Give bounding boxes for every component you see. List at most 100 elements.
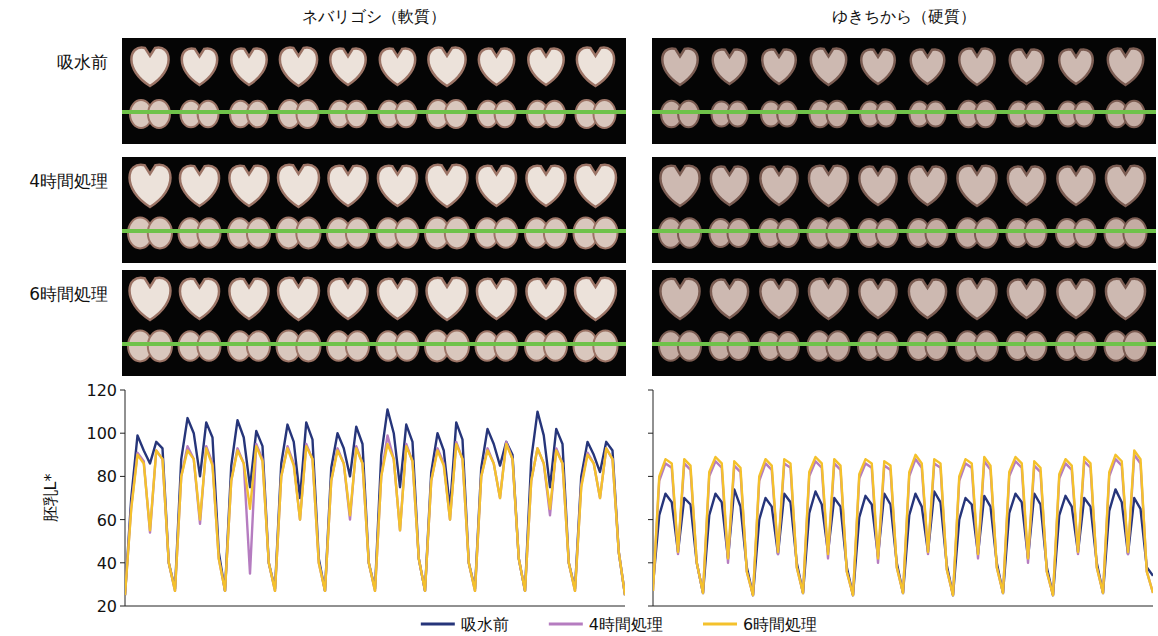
y-tick-label: 20	[97, 597, 117, 616]
photo-background	[652, 38, 1156, 144]
grain	[1108, 49, 1143, 85]
series-line	[653, 450, 1153, 595]
figure: ネバリゴシ（軟質）ゆきちから（硬質）吸水前4時間処理6時間処理204060801…	[0, 0, 1158, 636]
photo-background	[122, 38, 626, 144]
y-tick	[120, 519, 125, 520]
y-tick-label: 120	[86, 381, 117, 400]
grain	[130, 278, 171, 320]
grain	[526, 166, 565, 206]
legend-label: 6時間処理	[743, 615, 817, 634]
grain	[575, 165, 616, 207]
grain	[328, 166, 367, 206]
grain	[131, 48, 168, 86]
grain-photo	[652, 38, 1156, 144]
legend-item: 4時間処理	[549, 615, 663, 634]
y-tick	[648, 390, 653, 391]
photo-background	[122, 270, 626, 376]
grain	[380, 49, 415, 85]
grain	[911, 49, 945, 84]
row-label: 6時間処理	[29, 284, 108, 304]
grain	[957, 279, 996, 319]
grain	[859, 167, 896, 205]
grain	[1008, 167, 1045, 205]
legend-item: 吸水前	[421, 615, 509, 634]
grain	[229, 166, 268, 206]
series-line	[125, 444, 625, 595]
y-tick	[648, 606, 653, 607]
row-label: 吸水前	[57, 52, 108, 72]
legend-label: 4時間処理	[589, 615, 663, 634]
grain	[1057, 280, 1094, 318]
grain	[909, 167, 946, 205]
scan-line	[652, 342, 1156, 346]
lines	[653, 450, 1153, 595]
grain	[477, 279, 516, 319]
grain	[662, 49, 697, 85]
grain	[278, 278, 319, 320]
scan-line	[652, 110, 1156, 114]
grain	[528, 49, 563, 85]
row-label: 4時間処理	[29, 171, 108, 191]
grain	[711, 280, 748, 318]
grain	[711, 167, 748, 205]
photo-background	[652, 270, 1156, 376]
grain	[479, 49, 514, 85]
series-line	[125, 435, 625, 595]
legend-label: 吸水前	[461, 615, 509, 634]
legend-swatch	[703, 623, 737, 626]
scan-line	[122, 342, 626, 346]
axes: 20406080100120胚乳L*	[41, 381, 625, 616]
grain	[428, 48, 465, 86]
grain-photo	[652, 270, 1156, 376]
grain	[1059, 49, 1093, 84]
legend-item: 6時間処理	[703, 615, 817, 634]
grain	[280, 48, 317, 86]
grain	[577, 48, 614, 86]
grain	[328, 279, 367, 319]
grain	[1106, 279, 1145, 319]
grain	[760, 167, 797, 205]
grain	[957, 166, 996, 206]
x-axis	[125, 606, 625, 607]
y-tick	[648, 433, 653, 434]
grain	[760, 280, 797, 318]
y-tick-label: 60	[97, 511, 117, 530]
grain	[660, 166, 699, 206]
y-tick	[648, 519, 653, 520]
grain	[278, 165, 319, 207]
grain	[130, 165, 171, 207]
lines	[125, 409, 625, 595]
grain	[660, 279, 699, 319]
grain	[713, 49, 747, 84]
legend-swatch	[421, 623, 455, 626]
x-axis	[653, 606, 1153, 607]
grain	[575, 278, 616, 320]
grain	[427, 278, 468, 320]
grain	[180, 279, 219, 319]
grain	[811, 49, 846, 85]
axes	[648, 390, 1153, 606]
scan-line	[652, 229, 1156, 233]
grain	[809, 279, 848, 319]
y-tick	[120, 606, 125, 607]
column-title: ゆきちから（硬質）	[832, 7, 976, 26]
grain-photo	[122, 270, 626, 376]
scan-line	[122, 229, 626, 233]
legend-swatch	[549, 623, 583, 626]
grain	[762, 49, 796, 84]
grain	[959, 49, 994, 85]
grain	[1008, 280, 1045, 318]
grain-photo	[652, 157, 1156, 263]
photo-background	[652, 157, 1156, 263]
grain	[861, 49, 895, 84]
grain	[909, 280, 946, 318]
y-tick-label: 100	[86, 424, 117, 443]
y-tick	[648, 562, 653, 563]
scan-line	[122, 110, 626, 114]
grain-photo	[122, 157, 626, 263]
y-tick	[120, 476, 125, 477]
y-tick	[648, 476, 653, 477]
y-tick-label: 80	[97, 467, 117, 486]
grain	[378, 279, 417, 319]
y-tick	[120, 433, 125, 434]
